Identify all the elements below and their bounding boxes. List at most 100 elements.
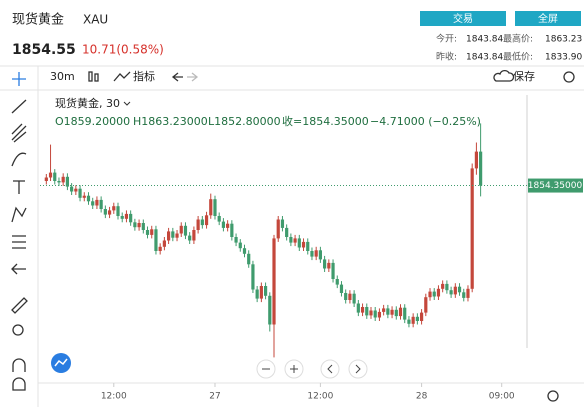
back-tool[interactable] bbox=[11, 263, 26, 275]
crosshair-tool[interactable] bbox=[12, 72, 26, 86]
candle-body bbox=[230, 223, 234, 237]
stat-value: 1863.23 bbox=[545, 35, 582, 45]
zoom-tool[interactable] bbox=[12, 324, 24, 336]
candle-body bbox=[116, 206, 120, 216]
indicators[interactable]: 指标 bbox=[133, 69, 155, 83]
measure-tool[interactable] bbox=[12, 235, 26, 249]
candle-body bbox=[453, 286, 457, 295]
stat-value: 1833.90 bbox=[545, 53, 582, 63]
candle-body bbox=[234, 237, 238, 243]
candle-body bbox=[268, 295, 272, 325]
candle-body bbox=[247, 253, 251, 265]
candle-body bbox=[158, 246, 162, 251]
candle-body bbox=[107, 210, 112, 215]
candle-body bbox=[327, 262, 331, 269]
candle-body bbox=[103, 209, 107, 215]
candle-body bbox=[209, 199, 213, 216]
candle-body bbox=[272, 238, 276, 325]
candle-body bbox=[419, 312, 424, 321]
candle-body bbox=[289, 237, 293, 243]
candle-body bbox=[61, 176, 65, 183]
scroll-right[interactable] bbox=[348, 359, 368, 379]
scroll-left-icon[interactable] bbox=[327, 364, 333, 374]
scroll-left[interactable] bbox=[320, 359, 340, 379]
candle-body bbox=[306, 241, 310, 251]
candle-body bbox=[373, 310, 377, 318]
candle-body bbox=[204, 215, 209, 226]
ruler-tool[interactable] bbox=[11, 297, 28, 314]
candle-body bbox=[112, 206, 116, 211]
candle-body bbox=[466, 288, 470, 298]
price: 1854.55 bbox=[12, 42, 76, 58]
fullscreen-label[interactable]: 全屏 bbox=[538, 12, 558, 25]
candle-body bbox=[449, 290, 453, 295]
candle-body bbox=[188, 235, 192, 241]
scroll-right-icon[interactable] bbox=[355, 364, 361, 374]
pattern-tool[interactable] bbox=[11, 206, 27, 223]
candle-body bbox=[285, 227, 289, 237]
candle-body bbox=[314, 250, 318, 257]
stat-value: 1843.84 bbox=[466, 35, 503, 45]
candle-body bbox=[398, 307, 403, 317]
interval[interactable]: 30m bbox=[50, 70, 75, 83]
trade-label[interactable]: 交易 bbox=[453, 12, 473, 25]
fullscreen-button[interactable] bbox=[515, 11, 581, 26]
title-chevron[interactable] bbox=[123, 101, 131, 106]
candle-body bbox=[200, 219, 204, 226]
settings-icon[interactable] bbox=[563, 71, 575, 83]
candle-body bbox=[331, 262, 335, 279]
ohlc-legend: 收=1854.35000 bbox=[282, 114, 369, 128]
candle-body bbox=[310, 251, 314, 257]
magnet-tool[interactable] bbox=[12, 358, 26, 372]
brush-tool[interactable] bbox=[11, 152, 27, 167]
candle-body bbox=[415, 316, 419, 321]
candle-body bbox=[297, 238, 301, 248]
candle-body bbox=[301, 241, 306, 248]
indicator-icon[interactable] bbox=[113, 71, 131, 82]
cloud-icon[interactable] bbox=[493, 69, 515, 82]
chart-title: 现货黄金, 30 bbox=[55, 96, 120, 110]
logo-mark bbox=[54, 358, 68, 367]
lock-tool[interactable] bbox=[12, 377, 26, 391]
candle-icon[interactable] bbox=[88, 71, 99, 82]
candle-body bbox=[462, 292, 466, 298]
line-tool[interactable] bbox=[11, 99, 27, 114]
undo[interactable] bbox=[171, 72, 183, 82]
candle-body bbox=[99, 199, 103, 209]
candle-body bbox=[348, 293, 352, 300]
candle-body bbox=[70, 186, 74, 192]
candle-body bbox=[432, 291, 436, 297]
candle-body bbox=[65, 176, 70, 187]
candle-body bbox=[179, 225, 183, 234]
instrument-name: 现货黄金 bbox=[12, 12, 64, 28]
candle-body bbox=[74, 188, 78, 192]
candle-body bbox=[129, 213, 133, 223]
fib-tool[interactable] bbox=[11, 123, 27, 143]
candle-body bbox=[183, 225, 188, 236]
candle-body bbox=[154, 229, 158, 251]
nav-buttons bbox=[256, 359, 368, 379]
zoom-in-icon[interactable] bbox=[290, 365, 298, 373]
candle-body bbox=[424, 297, 428, 313]
candle-body bbox=[318, 250, 322, 260]
x-tick-label: 12:00 bbox=[101, 392, 127, 402]
text-tool[interactable] bbox=[13, 180, 25, 194]
candle-body bbox=[377, 311, 382, 318]
candle-body bbox=[192, 230, 196, 241]
candle-body bbox=[386, 308, 390, 315]
trade-button[interactable] bbox=[420, 11, 506, 26]
candle-body bbox=[124, 213, 129, 219]
change: 10.71(0.58%) bbox=[82, 43, 164, 57]
axis-settings[interactable] bbox=[547, 390, 559, 402]
candle-body bbox=[137, 223, 141, 228]
save[interactable]: 保存 bbox=[513, 69, 535, 83]
stat-label: 昨收: bbox=[436, 51, 457, 63]
candle-body bbox=[78, 188, 82, 198]
candle-body bbox=[238, 242, 242, 249]
candle-body bbox=[293, 238, 297, 243]
last-price-label: 1854.35000 bbox=[528, 181, 583, 191]
candle-body bbox=[57, 181, 61, 183]
candle-body bbox=[86, 195, 91, 202]
candle-body bbox=[217, 216, 221, 222]
